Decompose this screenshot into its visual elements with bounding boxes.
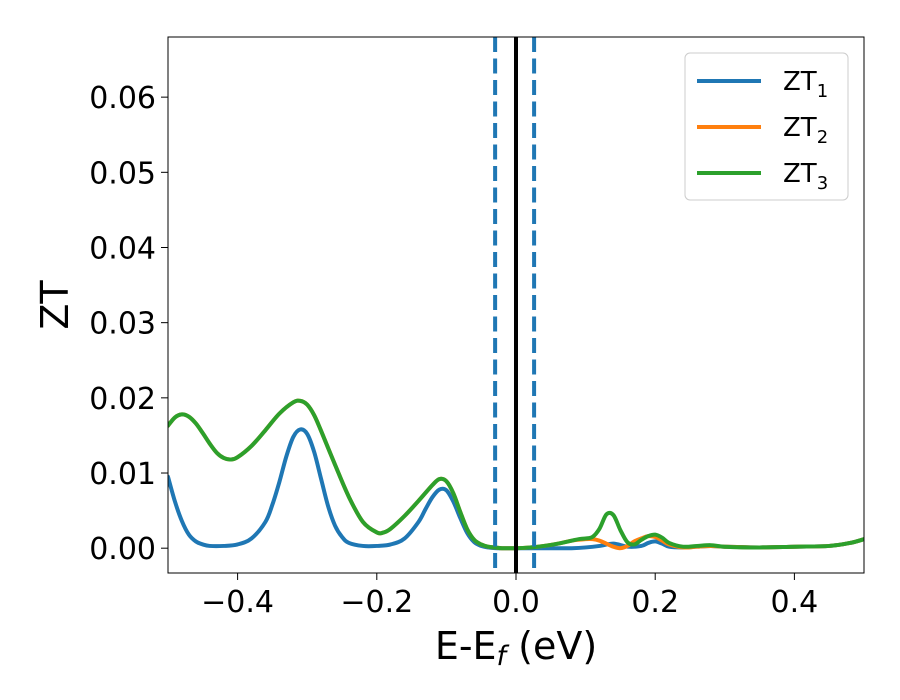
x-axis-label: E-Ef (eV) (435, 624, 597, 672)
legend-label-3: ZT3 (783, 159, 828, 194)
legend-label-1: ZT1 (783, 67, 828, 102)
vertical-lines (493, 37, 537, 573)
x-tick-label: −0.4 (201, 585, 274, 620)
legend-box (684, 52, 849, 201)
y-tick-label: 0.04 (89, 231, 156, 266)
y-tick-label: 0.06 (89, 81, 156, 116)
y-tick-label: 0.05 (89, 156, 156, 191)
y-axis-label: ZT (33, 280, 77, 330)
x-tick-label: 0.0 (492, 585, 540, 620)
x-axis-ticks: −0.4 −0.2 0.0 0.2 0.4 (201, 573, 818, 620)
series-line-3 (168, 398, 864, 551)
legend-items: ZT1 ZT2 ZT3 (697, 67, 828, 194)
x-tick-label: 0.2 (631, 585, 679, 620)
x-tick-label: 0.4 (771, 585, 819, 620)
series-line-1 (168, 427, 864, 551)
legend-label-2: ZT2 (783, 113, 828, 148)
series-layer (168, 398, 864, 551)
y-axis-ticks: 0.00 0.01 0.02 0.03 0.04 0.05 0.06 (89, 81, 168, 567)
x-tick-label: −0.2 (340, 585, 413, 620)
y-tick-label: 0.03 (89, 307, 156, 342)
legend: ZT1 ZT2 ZT3 (684, 52, 849, 201)
y-tick-label: 0.00 (89, 532, 156, 567)
y-tick-label: 0.01 (89, 457, 156, 492)
y-tick-label: 0.02 (89, 382, 156, 417)
